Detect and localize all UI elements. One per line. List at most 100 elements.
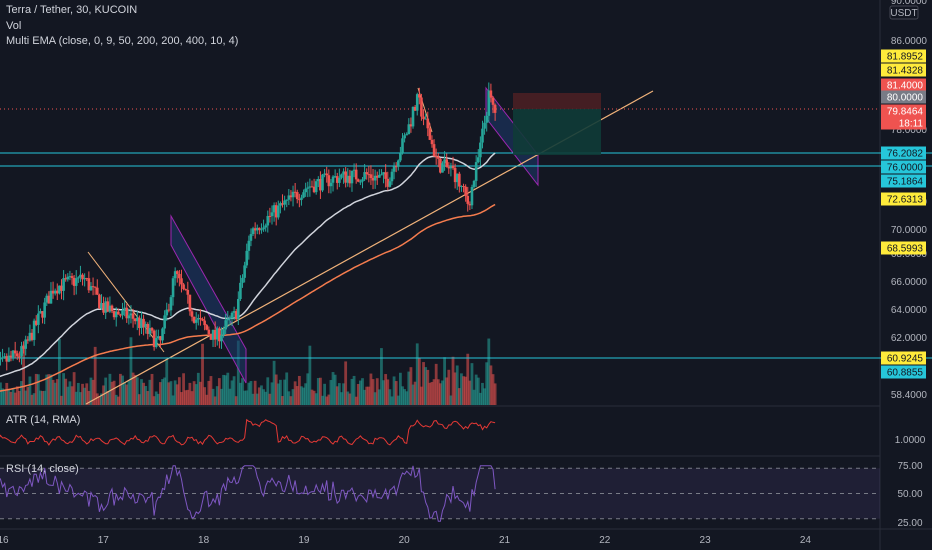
price-tick-label: 86.0000: [891, 36, 928, 47]
candle-body: [154, 338, 158, 347]
candle-body: [184, 289, 187, 291]
time-tick-label: 18: [198, 535, 210, 546]
time-tick-label: 17: [98, 535, 110, 546]
volume-bar: [91, 379, 95, 405]
candle-body: [135, 317, 139, 322]
volume-bar: [148, 379, 152, 405]
volume-bar: [302, 387, 305, 405]
volume-bar: [131, 372, 135, 405]
volume-bar: [0, 382, 2, 405]
volume-bar: [215, 386, 219, 405]
candle-body: [49, 290, 53, 304]
volume-bar: [392, 376, 396, 405]
candle-body: [37, 313, 40, 325]
volume-bar: [236, 340, 240, 405]
candle-body: [306, 187, 310, 189]
volume-bar: [462, 376, 465, 405]
candle-body: [445, 159, 449, 167]
candle-body: [491, 97, 495, 105]
volume-bar: [184, 390, 188, 405]
volume-legend[interactable]: Vol: [6, 20, 22, 32]
candle-body: [60, 285, 63, 291]
volume-bar: [443, 357, 446, 405]
volume-bar: [268, 393, 272, 405]
candle-body: [375, 175, 379, 178]
candle-body: [13, 350, 17, 354]
volume-bar: [150, 373, 154, 405]
volume-bar: [441, 380, 444, 405]
time-tick-label: 22: [599, 535, 611, 546]
candle-body: [335, 176, 339, 183]
volume-bar: [279, 379, 282, 405]
volume-bar: [167, 382, 171, 405]
candle-body: [72, 277, 76, 286]
candle-body: [123, 307, 126, 311]
price-tag-label: 60.9245: [887, 354, 924, 365]
volume-bar: [481, 382, 484, 405]
volume-bar: [340, 392, 343, 405]
rsi-legend[interactable]: RSI (14, close): [6, 463, 79, 475]
volume-bar: [89, 377, 93, 405]
candle-body: [190, 311, 194, 317]
rsi-line: [0, 465, 496, 522]
candle-body: [474, 162, 478, 181]
candle-body: [20, 346, 23, 357]
volume-bar: [329, 380, 333, 405]
candle-body: [476, 157, 480, 163]
candle-body: [255, 227, 259, 231]
ema-legend[interactable]: Multi EMA (close, 0, 9, 50, 200, 200, 40…: [6, 35, 239, 47]
volume-bar: [460, 373, 463, 405]
candle-body: [51, 290, 55, 294]
candle-body: [451, 166, 455, 168]
volume-bar: [373, 392, 377, 405]
candle-body: [428, 128, 432, 140]
candle-body: [300, 197, 303, 200]
price-tag-label: 76.2082: [887, 149, 924, 160]
volume-bar: [413, 381, 417, 405]
candle-body: [205, 325, 209, 330]
candle-body: [83, 278, 86, 280]
volume-bar: [22, 344, 26, 405]
volume-bar: [253, 380, 257, 405]
candle-body: [392, 166, 396, 172]
volume-bar: [182, 373, 185, 405]
atr-tick-label: 1.0000: [895, 435, 926, 446]
volume-bar: [342, 383, 345, 405]
volume-bar: [274, 374, 278, 405]
volume-bar: [211, 388, 215, 405]
candle-body: [453, 167, 457, 183]
candle-body: [144, 324, 147, 328]
volume-bar: [331, 372, 335, 405]
currency-box: [889, 5, 919, 20]
volume-bar: [445, 377, 449, 405]
candle-body: [472, 180, 476, 187]
volume-bar: [297, 375, 301, 405]
candle-body: [378, 174, 381, 178]
volume-bar: [474, 374, 478, 405]
candle-body: [91, 286, 95, 288]
atr-legend[interactable]: ATR (14, RMA): [6, 414, 81, 426]
candle-body: [79, 274, 82, 278]
candle-body: [493, 104, 497, 113]
volume-bar: [405, 391, 409, 405]
symbol-legend[interactable]: Terra / Tether, 30, KUCOIN: [6, 4, 138, 16]
ema-fast-line: [0, 152, 496, 378]
volume-bar: [350, 378, 354, 405]
volume-bar: [424, 367, 428, 405]
candle-body: [274, 205, 278, 218]
candle-body: [207, 329, 211, 335]
volume-bar: [257, 387, 261, 405]
candle-body: [28, 332, 32, 341]
volume-bar: [470, 363, 474, 405]
candle-body: [403, 135, 406, 139]
volume-bar: [409, 367, 413, 405]
candle-body: [197, 318, 200, 320]
candle-body: [224, 320, 227, 330]
candle-body: [369, 174, 373, 179]
volume-bar: [165, 359, 169, 405]
time-tick-label: 23: [700, 535, 712, 546]
volume-bar: [87, 390, 91, 405]
candle-body: [479, 142, 482, 158]
